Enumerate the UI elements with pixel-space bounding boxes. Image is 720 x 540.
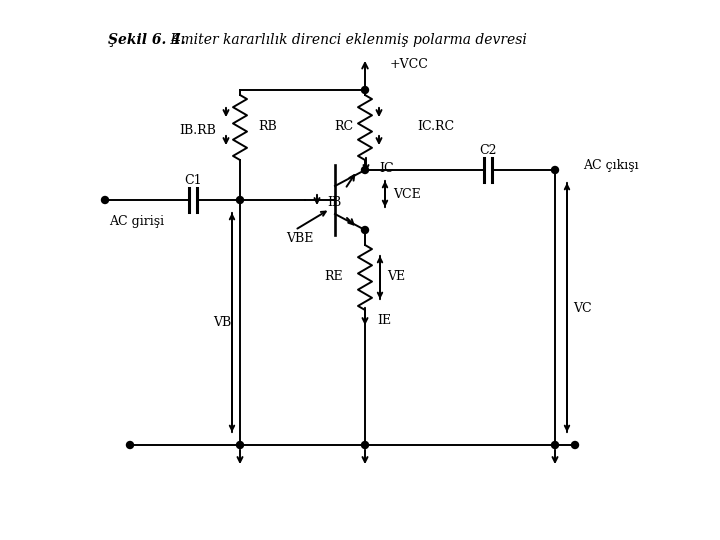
Text: AC çıkışı: AC çıkışı xyxy=(583,159,639,172)
Text: IE: IE xyxy=(377,314,391,327)
Circle shape xyxy=(361,86,369,93)
Circle shape xyxy=(361,166,369,173)
Text: Şekil 6. 4.: Şekil 6. 4. xyxy=(108,33,186,47)
Text: VBE: VBE xyxy=(287,232,314,245)
Circle shape xyxy=(102,197,109,204)
Circle shape xyxy=(572,442,578,449)
Text: RE: RE xyxy=(325,271,343,284)
Text: +VCC: +VCC xyxy=(390,58,429,71)
Circle shape xyxy=(361,442,369,449)
Text: IB: IB xyxy=(327,195,341,208)
Text: C1: C1 xyxy=(184,173,202,186)
Circle shape xyxy=(236,442,243,449)
Text: VCE: VCE xyxy=(393,188,420,201)
Circle shape xyxy=(552,442,559,449)
Circle shape xyxy=(236,197,243,204)
Circle shape xyxy=(127,442,133,449)
Text: AC girişi: AC girişi xyxy=(109,215,165,228)
Text: Emiter kararlılık direnci eklenmiş polarma devresi: Emiter kararlılık direnci eklenmiş polar… xyxy=(166,33,527,47)
Text: C2: C2 xyxy=(480,144,497,157)
Text: IC.RC: IC.RC xyxy=(417,120,454,133)
Text: VB: VB xyxy=(213,316,231,329)
Text: IB.RB: IB.RB xyxy=(179,124,217,137)
Text: IC: IC xyxy=(379,161,394,174)
Text: RB: RB xyxy=(258,120,276,133)
Text: RC: RC xyxy=(334,120,353,133)
Circle shape xyxy=(361,226,369,233)
Circle shape xyxy=(552,166,559,173)
Text: VE: VE xyxy=(387,271,405,284)
Text: VC: VC xyxy=(573,301,592,314)
